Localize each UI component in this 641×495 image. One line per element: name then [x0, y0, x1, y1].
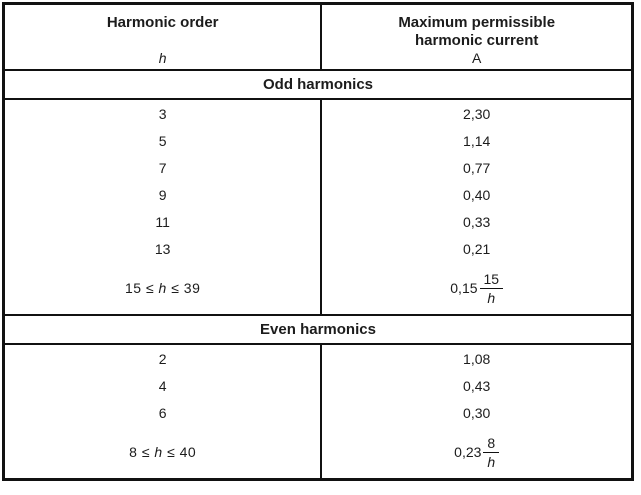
current-unit-label: A [472, 50, 482, 66]
current-formula: 0,15 15 h [450, 271, 504, 306]
max-current-title-line1: Maximum permissible [398, 14, 556, 31]
harmonic-current-cell: 0,23 8 h [322, 426, 631, 478]
harmonic-order-cell: 4 [5, 372, 323, 399]
harmonic-order-variable: h [154, 444, 163, 460]
formula-coefficient: 0,23 [454, 444, 482, 460]
header-cell-max-current: Maximum permissible harmonic current A [322, 5, 631, 71]
max-current-title: Maximum permissible harmonic current [398, 14, 555, 50]
even-harmonics-rows: 2 1,08 4 0,43 6 0,30 8 ≤ h ≤ 40 0,23 8 h [5, 345, 631, 478]
formula-fraction: 15 h [479, 271, 504, 306]
table-row: 7 0,77 [5, 154, 631, 181]
header-cell-harmonic-order: Harmonic order h [5, 5, 323, 71]
table-row: 9 0,40 [5, 181, 631, 208]
section-band-even-harmonics: Even harmonics [5, 314, 631, 345]
harmonic-order-cell: 9 [5, 181, 323, 208]
max-current-title-line2: harmonic current [414, 32, 539, 49]
harmonic-current-cell: 0,15 15 h [322, 262, 631, 314]
table-row: 11 0,33 [5, 208, 631, 235]
harmonic-current-cell: 0,77 [463, 159, 491, 176]
harmonic-current-cell: 0,43 [463, 377, 491, 394]
section-band-odd-harmonics: Odd harmonics [5, 69, 631, 100]
harmonic-order-cell: 8 ≤ h ≤ 40 [5, 426, 323, 478]
harmonic-current-cell: 1,14 [463, 132, 491, 149]
order-range-expression: 15 ≤ h ≤ 39 [124, 280, 201, 296]
harmonic-order-cell: 6 [5, 399, 323, 426]
harmonic-current-cell: 0,33 [463, 213, 491, 230]
table-row: 8 ≤ h ≤ 40 0,23 8 h [5, 426, 631, 478]
harmonic-order-title: Harmonic order [106, 14, 219, 31]
table-row: 15 ≤ h ≤ 39 0,15 15 h [5, 262, 631, 314]
table-header-row: Harmonic order h Maximum permissible har… [5, 5, 631, 71]
harmonic-order-cell: 3 [5, 100, 323, 127]
harmonic-order-cell: 15 ≤ h ≤ 39 [5, 262, 323, 314]
harmonic-limits-table: Harmonic order h Maximum permissible har… [2, 2, 634, 481]
table-row: 13 0,21 [5, 235, 631, 262]
harmonic-current-cell: 0,40 [463, 186, 491, 203]
harmonic-current-cell: 1,08 [463, 350, 491, 367]
fraction-numerator: 15 [479, 271, 504, 289]
table-row: 3 2,30 [5, 100, 631, 127]
harmonic-order-symbol: h [158, 50, 167, 66]
harmonic-current-cell: 0,30 [463, 404, 491, 421]
harmonic-current-cell: 0,21 [463, 240, 491, 257]
harmonic-current-cell: 2,30 [463, 105, 491, 122]
harmonic-order-cell: 7 [5, 154, 323, 181]
order-range-expression: 8 ≤ h ≤ 40 [129, 444, 197, 460]
harmonic-order-variable: h [158, 280, 167, 296]
table-row: 5 1,14 [5, 127, 631, 154]
table-row: 2 1,08 [5, 345, 631, 372]
formula-coefficient: 0,15 [450, 280, 478, 296]
harmonic-order-cell: 5 [5, 127, 323, 154]
fraction-numerator: 8 [483, 435, 500, 453]
table-row: 4 0,43 [5, 372, 631, 399]
harmonic-order-cell: 13 [5, 235, 323, 262]
fraction-denominator: h [487, 289, 496, 306]
fraction-denominator: h [487, 453, 496, 470]
table-row: 6 0,30 [5, 399, 631, 426]
harmonic-order-cell: 2 [5, 345, 323, 372]
harmonic-order-cell: 11 [5, 208, 323, 235]
current-formula: 0,23 8 h [454, 435, 500, 470]
odd-harmonics-rows: 3 2,30 5 1,14 7 0,77 9 0,40 11 0,33 13 0,21 15 ≤ h ≤… [5, 100, 631, 314]
